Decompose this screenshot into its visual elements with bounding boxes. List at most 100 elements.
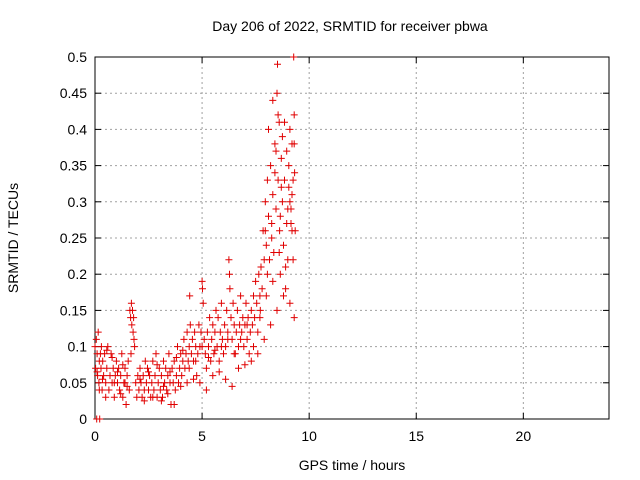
- data-point: [215, 357, 223, 365]
- data-point: [288, 191, 296, 199]
- data-point: [148, 379, 156, 387]
- data-point: [243, 321, 251, 329]
- data-point: [289, 176, 297, 184]
- axis-ticks: 0 0.05 0.1 0.15 0.2 0.25 0.3 0.35 0.4 0.45 0.5 0 5 10…: [60, 49, 609, 444]
- data-point: [165, 350, 173, 358]
- data-point: [237, 292, 245, 300]
- data-point: [223, 306, 231, 314]
- data-point: [122, 401, 130, 408]
- data-point: [201, 350, 209, 358]
- data-point: [291, 169, 299, 177]
- data-point: [272, 205, 280, 213]
- data-point: [102, 379, 110, 387]
- y-tick-label: 0: [79, 411, 87, 427]
- data-point: [229, 299, 237, 307]
- data-point: [266, 256, 273, 264]
- data-point: [160, 357, 167, 365]
- data-point: [118, 350, 126, 358]
- data-point: [174, 343, 181, 351]
- data-point: [110, 393, 118, 401]
- data-point: [149, 393, 157, 401]
- y-tick-label: 0.15: [60, 302, 87, 318]
- data-point: [202, 386, 210, 394]
- data-point: [263, 270, 271, 278]
- data-point: [192, 357, 200, 365]
- data-point: [265, 125, 272, 133]
- data-point: [207, 357, 215, 365]
- data-point: [280, 292, 287, 300]
- data-point: [170, 357, 178, 365]
- data-point: [186, 292, 194, 300]
- data-point: [117, 372, 125, 380]
- data-point: [290, 314, 298, 322]
- data-point: [177, 382, 185, 390]
- data-point: [286, 299, 294, 307]
- data-point: [268, 220, 276, 227]
- data-point: [247, 306, 255, 314]
- data-point: [121, 379, 129, 387]
- data-point: [281, 176, 288, 184]
- data-point: [172, 354, 180, 361]
- data-point: [193, 372, 201, 380]
- data-point: [285, 162, 293, 170]
- data-point: [121, 364, 129, 372]
- data-point: [99, 375, 106, 383]
- data-point: [212, 306, 220, 314]
- data-point: [269, 96, 277, 104]
- data-point: [228, 382, 236, 390]
- data-point: [290, 53, 298, 61]
- data-point: [152, 350, 160, 358]
- data-point: [157, 397, 165, 405]
- data-point: [130, 335, 138, 343]
- data-point: [136, 364, 144, 372]
- y-tick-label: 0.3: [68, 194, 88, 210]
- data-point: [252, 277, 260, 285]
- chart-title: Day 206 of 2022, SRMTID for receiver pbw…: [212, 18, 488, 34]
- data-point: [139, 372, 147, 380]
- data-point: [215, 368, 223, 376]
- data-point: [150, 386, 158, 394]
- y-tick-label: 0.1: [68, 339, 88, 355]
- data-point: [250, 292, 257, 300]
- data-point: [282, 263, 290, 271]
- data-point: [265, 212, 272, 220]
- data-point: [235, 364, 242, 372]
- data-point: [226, 285, 234, 293]
- data-point: [124, 357, 132, 365]
- data-point: [116, 386, 124, 394]
- data-point: [281, 118, 288, 126]
- y-tick-label: 0.25: [60, 230, 87, 246]
- data-point: [242, 299, 250, 307]
- data-point: [274, 111, 282, 119]
- data-point: [269, 277, 277, 285]
- data-point: [127, 299, 135, 307]
- y-tick-label: 0.45: [60, 85, 87, 101]
- data-point: [138, 393, 146, 401]
- data-point: [154, 379, 162, 387]
- data-point: [241, 361, 249, 369]
- data-point: [199, 299, 207, 307]
- data-point: [119, 393, 127, 401]
- data-point: [153, 361, 161, 369]
- data-point: [280, 241, 287, 249]
- data-point: [103, 364, 111, 372]
- data-point: [226, 270, 233, 278]
- data-point: [271, 169, 279, 177]
- data-point: [186, 321, 194, 329]
- data-point: [277, 183, 285, 191]
- data-point: [240, 343, 248, 351]
- data-point: [197, 328, 205, 336]
- data-point: [214, 314, 222, 322]
- data-point: [224, 335, 232, 343]
- data-point: [163, 386, 171, 394]
- data-point: [179, 346, 187, 354]
- y-tick-label: 0.5: [68, 49, 88, 65]
- data-point: [96, 415, 104, 423]
- data-point: [123, 372, 131, 380]
- data-point: [175, 379, 182, 387]
- data-point: [244, 314, 252, 322]
- data-point: [145, 368, 152, 376]
- data-point: [237, 335, 245, 343]
- data-point: [110, 379, 118, 387]
- data-point: [156, 386, 164, 394]
